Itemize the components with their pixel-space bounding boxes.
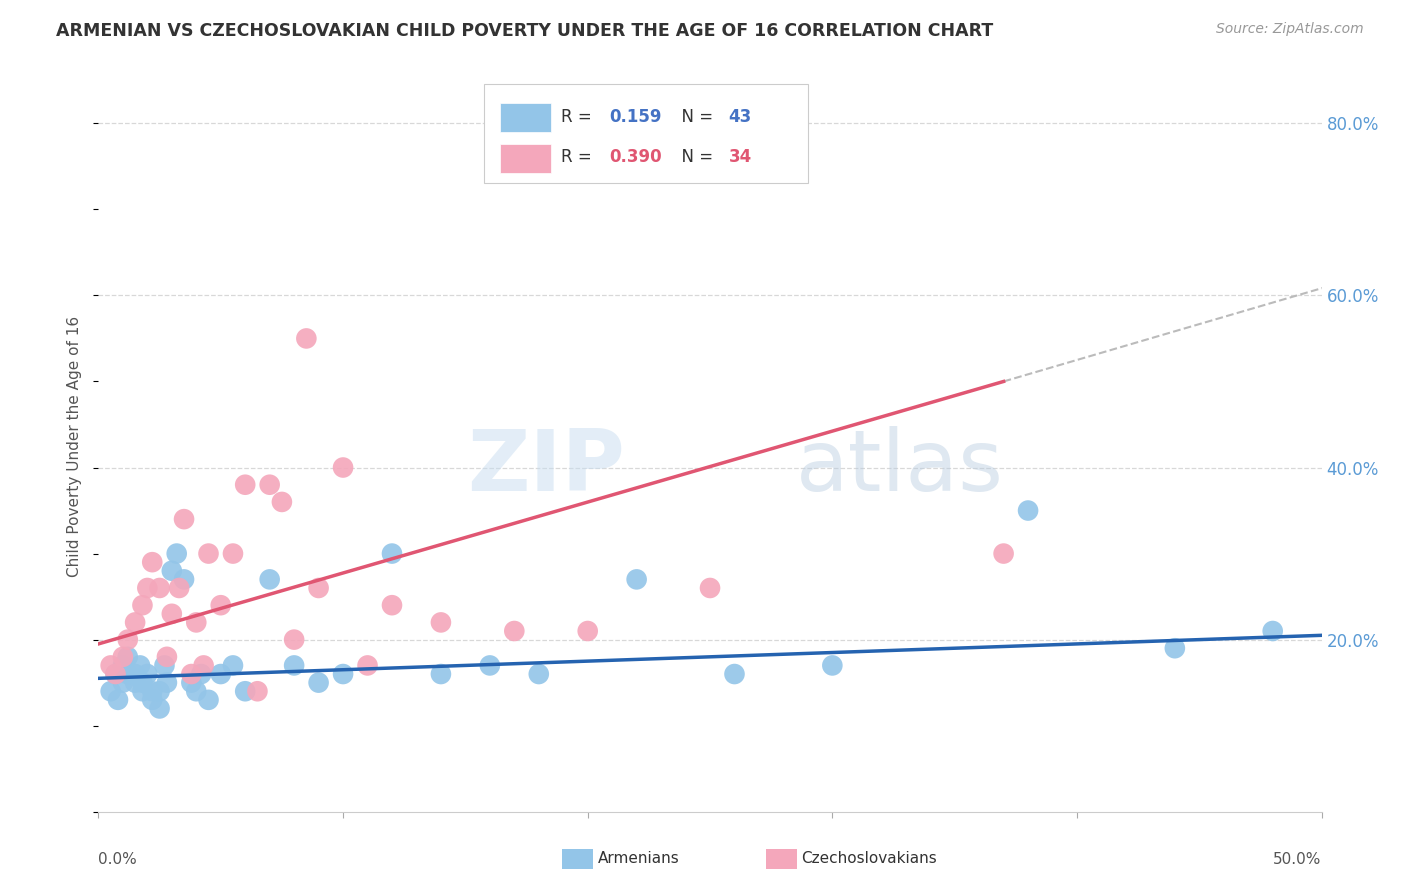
Point (222, 547, 245, 561)
Point (117, 632, 139, 647)
Point (259, 477, 281, 491)
Text: N =: N = (671, 148, 718, 166)
Point (141, 693, 163, 707)
Text: 0.390: 0.390 (610, 148, 662, 166)
Point (270, 495, 294, 509)
Point (111, 658, 134, 673)
Text: R =: R = (561, 148, 596, 166)
Point (149, 701, 172, 715)
Point (129, 658, 152, 673)
Point (107, 693, 129, 707)
Point (111, 675, 134, 690)
Point (180, 667, 202, 681)
Point (197, 693, 219, 707)
Point (1164, 641, 1187, 656)
Point (356, 658, 378, 673)
Point (190, 667, 212, 681)
Text: atlas: atlas (796, 426, 1004, 509)
Point (111, 649, 134, 664)
Point (173, 573, 195, 587)
Point (100, 658, 122, 673)
Point (149, 684, 172, 698)
Point (576, 624, 599, 638)
Point (149, 581, 172, 595)
Point (197, 547, 219, 561)
Text: 34: 34 (728, 148, 752, 166)
Point (173, 512, 195, 526)
Point (100, 684, 122, 698)
Point (160, 607, 183, 621)
Point (124, 675, 146, 690)
Point (117, 649, 139, 664)
Point (222, 658, 245, 673)
Point (124, 615, 146, 630)
Text: 43: 43 (728, 108, 752, 126)
Point (1017, 503, 1039, 517)
Point (259, 573, 281, 587)
Point (136, 667, 159, 681)
Point (141, 555, 163, 569)
Point (180, 675, 202, 690)
Point (381, 598, 404, 612)
Point (160, 564, 183, 578)
Point (117, 667, 139, 681)
Point (295, 331, 318, 345)
Point (626, 573, 648, 587)
Point (131, 598, 153, 612)
Point (332, 667, 354, 681)
Point (233, 477, 256, 491)
Point (527, 667, 550, 681)
FancyBboxPatch shape (499, 144, 551, 173)
Point (308, 581, 330, 595)
Point (156, 649, 179, 664)
Point (136, 581, 159, 595)
Text: R =: R = (561, 108, 596, 126)
Point (193, 658, 215, 673)
Point (723, 667, 745, 681)
Text: 50.0%: 50.0% (1274, 852, 1322, 867)
Point (131, 675, 153, 690)
FancyBboxPatch shape (499, 103, 551, 132)
Text: 0.0%: 0.0% (98, 852, 138, 867)
Point (332, 460, 354, 475)
Point (131, 684, 153, 698)
Point (209, 598, 232, 612)
Text: Czechoslovakians: Czechoslovakians (801, 851, 938, 865)
Point (430, 615, 453, 630)
Point (124, 667, 146, 681)
Point (308, 675, 330, 690)
Point (186, 615, 208, 630)
Point (153, 658, 176, 673)
Point (104, 667, 127, 681)
Point (167, 581, 190, 595)
FancyBboxPatch shape (484, 84, 808, 183)
Point (186, 684, 208, 698)
Point (246, 684, 269, 698)
Text: ARMENIAN VS CZECHOSLOVAKIAN CHILD POVERTY UNDER THE AGE OF 16 CORRELATION CHART: ARMENIAN VS CZECHOSLOVAKIAN CHILD POVERT… (56, 22, 994, 40)
Point (156, 675, 179, 690)
Point (430, 667, 453, 681)
Point (141, 684, 163, 698)
Point (503, 624, 526, 638)
Point (821, 658, 844, 673)
Text: Source: ZipAtlas.com: Source: ZipAtlas.com (1216, 22, 1364, 37)
Point (381, 547, 404, 561)
Text: Armenians: Armenians (598, 851, 679, 865)
Point (166, 547, 188, 561)
Y-axis label: Child Poverty Under the Age of 16: Child Poverty Under the Age of 16 (67, 316, 83, 576)
Point (283, 658, 305, 673)
Point (478, 658, 501, 673)
Text: N =: N = (671, 108, 718, 126)
Point (699, 581, 721, 595)
Point (1261, 624, 1284, 638)
Point (233, 684, 256, 698)
Point (283, 632, 305, 647)
Text: ZIP: ZIP (467, 426, 624, 509)
Point (209, 667, 232, 681)
Point (104, 667, 127, 681)
Text: 0.159: 0.159 (610, 108, 662, 126)
Point (993, 547, 1015, 561)
